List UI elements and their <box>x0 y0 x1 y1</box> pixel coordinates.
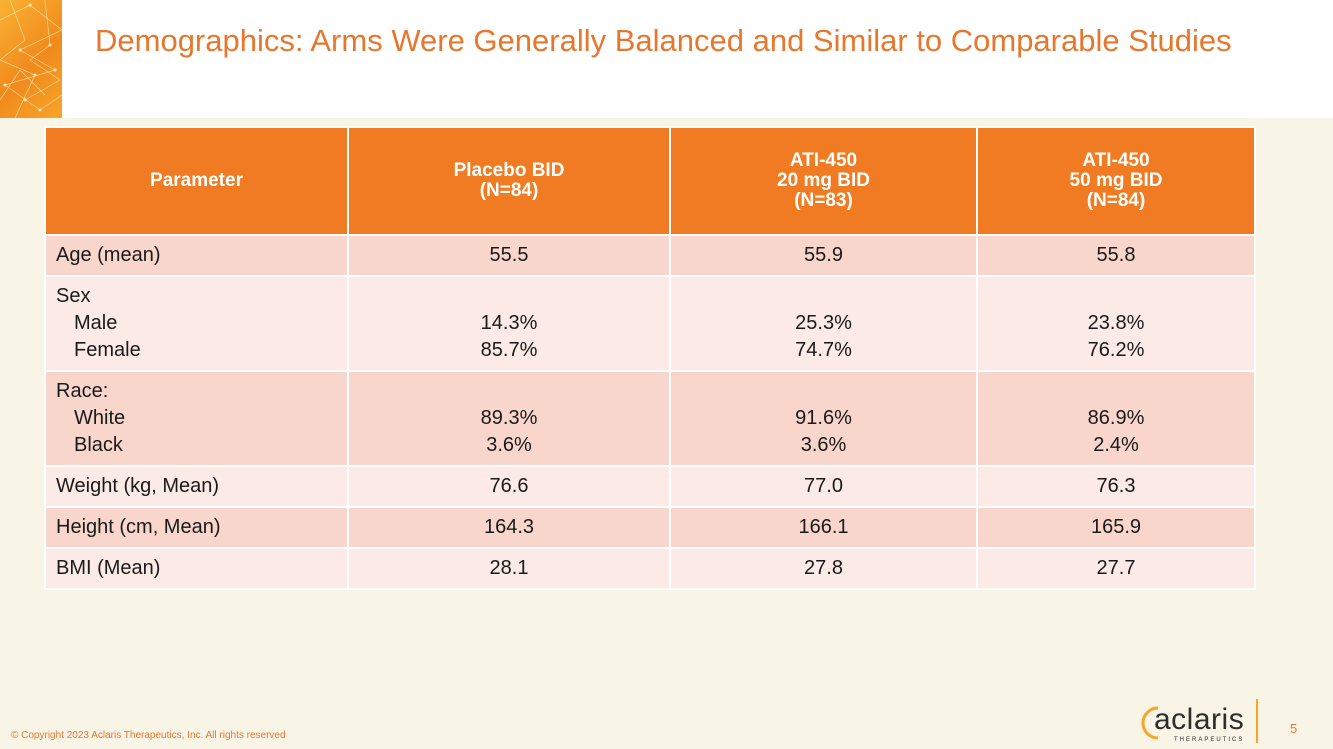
table-row-bmi: BMI (Mean) 28.1 27.8 27.7 <box>44 547 1256 590</box>
cell-value: 76.3 <box>976 465 1256 508</box>
cell-value: 165.9 <box>976 506 1256 549</box>
row-label: Race: White Black <box>44 370 349 467</box>
cell-value: 76.6 <box>347 465 671 508</box>
page-number: 5 <box>1290 721 1298 736</box>
logo-subtitle: THERAPEUTICS <box>1174 737 1245 743</box>
table-row-height: Height (cm, Mean) 164.3 166.1 165.9 <box>44 506 1256 549</box>
copyright-notice: © Copyright 2023 Aclaris Therapeutics, I… <box>11 730 286 741</box>
table-row-weight: Weight (kg, Mean) 76.6 77.0 76.3 <box>44 465 1256 508</box>
demographics-table: Parameter Placebo BID (N=84) ATI-450 20 … <box>44 126 1256 590</box>
header-placebo: Placebo BID (N=84) <box>347 126 671 236</box>
title-band <box>0 0 1333 118</box>
aclaris-logo: aclaris THERAPEUTICS <box>1140 701 1246 745</box>
cell-value: 27.8 <box>669 547 978 590</box>
cell-value: 89.3% 3.6% <box>347 370 671 467</box>
cell-value: 28.1 <box>347 547 671 590</box>
logo-wordmark: aclaris <box>1154 703 1245 736</box>
cell-value: 164.3 <box>347 506 671 549</box>
table-row-race: Race: White Black 89.3% 3.6% 91.6% 3.6% … <box>44 370 1256 467</box>
cell-value: 25.3% 74.7% <box>669 275 978 372</box>
slide-title: Demographics: Arms Were Generally Balanc… <box>95 23 1232 58</box>
cell-value: 14.3% 85.7% <box>347 275 671 372</box>
table-row-age: Age (mean) 55.5 55.9 55.8 <box>44 234 1256 277</box>
cell-value: 55.9 <box>669 234 978 277</box>
table-header-row: Parameter Placebo BID (N=84) ATI-450 20 … <box>44 126 1256 236</box>
row-label: Weight (kg, Mean) <box>44 465 349 508</box>
header-ati450-50mg: ATI-450 50 mg BID (N=84) <box>976 126 1256 236</box>
cell-value: 23.8% 76.2% <box>976 275 1256 372</box>
corner-decoration <box>0 0 62 118</box>
table-row-sex: Sex Male Female 14.3% 85.7% 25.3% 74.7% … <box>44 275 1256 372</box>
cell-value: 27.7 <box>976 547 1256 590</box>
header-parameter: Parameter <box>44 126 349 236</box>
row-label: Age (mean) <box>44 234 349 277</box>
cell-value: 55.5 <box>347 234 671 277</box>
row-label: Sex Male Female <box>44 275 349 372</box>
cell-value: 77.0 <box>669 465 978 508</box>
cell-value: 55.8 <box>976 234 1256 277</box>
header-ati450-20mg: ATI-450 20 mg BID (N=83) <box>669 126 978 236</box>
cell-value: 166.1 <box>669 506 978 549</box>
row-label: BMI (Mean) <box>44 547 349 590</box>
row-label: Height (cm, Mean) <box>44 506 349 549</box>
cell-value: 91.6% 3.6% <box>669 370 978 467</box>
cell-value: 86.9% 2.4% <box>976 370 1256 467</box>
footer-divider <box>1256 699 1258 743</box>
logo-arc-icon <box>1141 706 1159 740</box>
